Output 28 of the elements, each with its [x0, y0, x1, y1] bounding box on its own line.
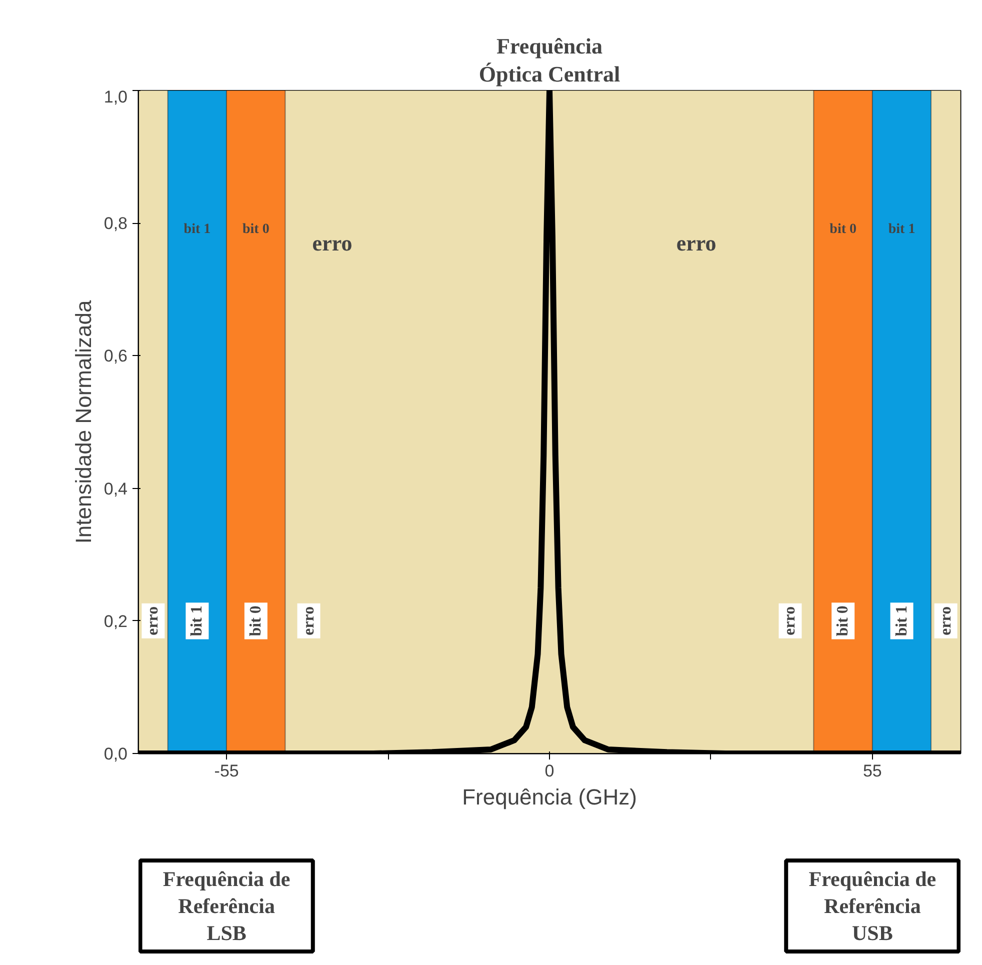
annotation: bit 0 [247, 606, 264, 636]
annotation: erro [676, 230, 716, 256]
text: Frequência Óptica Central [478, 34, 620, 86]
text: Frequência de Referência USB [808, 867, 936, 945]
annotation: bit 1 [888, 222, 916, 238]
annotation: erro [782, 606, 799, 636]
annotation: bit 1 [184, 222, 211, 238]
text: Frequência de Referência LSB [162, 867, 290, 945]
annotation: erro [144, 606, 162, 636]
annotation: bit 1 [188, 606, 206, 636]
annotation: erro [937, 606, 954, 636]
y-tick-label: 0,0 [104, 744, 128, 764]
x-tick-label: 0 [544, 762, 554, 780]
y-tick-label: 0,2 [104, 612, 128, 631]
y-tick-label: 0,8 [104, 214, 128, 234]
annotation: bit 0 [830, 222, 856, 238]
annotation: bit 0 [834, 606, 852, 636]
annotation: bit 0 [242, 222, 270, 238]
y-tick-label: 1,0 [104, 88, 128, 106]
annotation: erro [300, 606, 318, 636]
y-tick-label: 0,6 [104, 346, 128, 366]
x-axis-title: Frequência (GHz) [462, 784, 637, 810]
x-tick-label: -55 [214, 762, 239, 780]
x-tick-label: 55 [862, 762, 882, 780]
y-tick-label: 0,4 [104, 479, 128, 498]
annotation: bit 1 [893, 606, 910, 636]
y-axis-title: Intensidade Normalizada [70, 300, 96, 544]
annotation: erro [312, 230, 352, 256]
